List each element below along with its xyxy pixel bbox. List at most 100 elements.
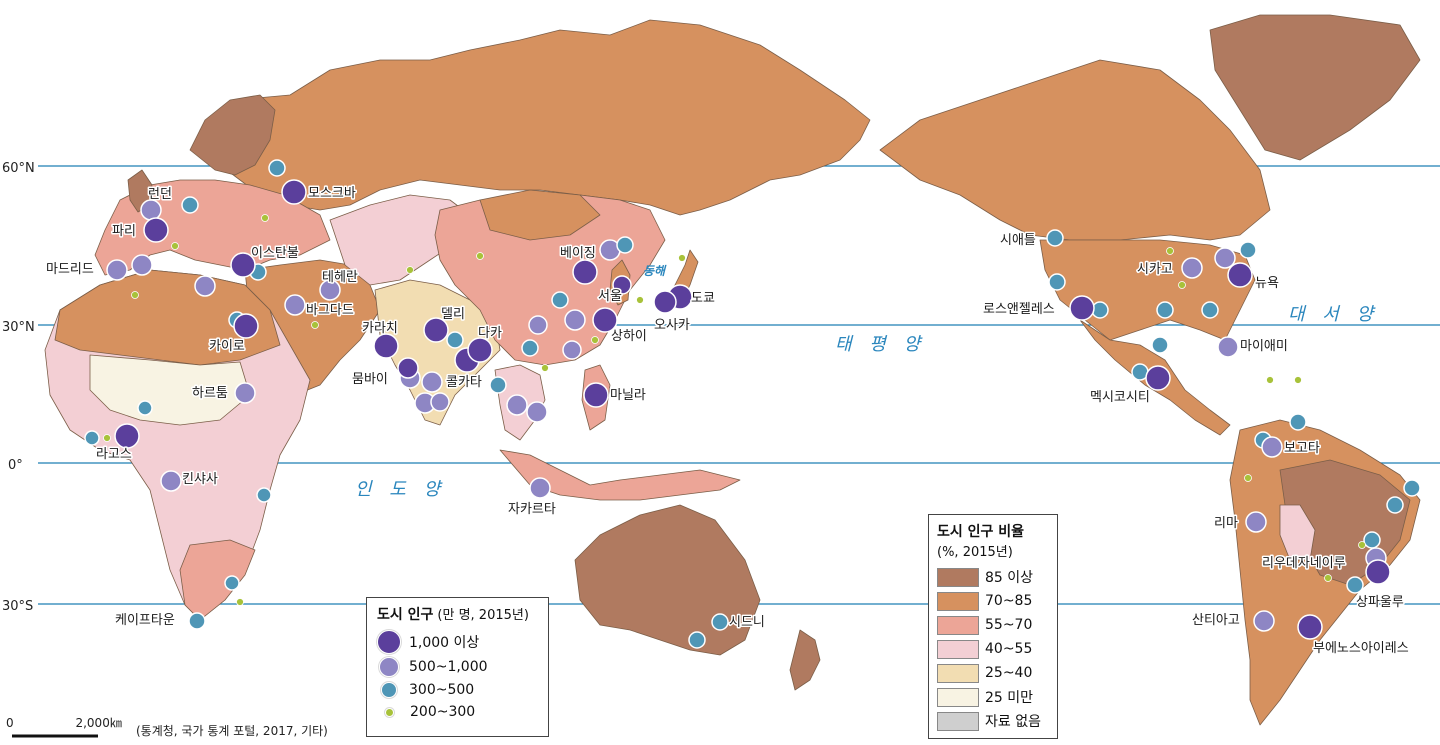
city-label-sydney: 시드니 <box>729 615 765 630</box>
city-label-kolkata: 콜카타 <box>446 375 482 390</box>
swatch-25-40 <box>937 663 979 683</box>
region-north-africa <box>54 269 281 366</box>
lat-label-equator: 0° <box>8 458 23 473</box>
ocean-label-indian: 인 도 양 <box>355 479 446 500</box>
region-scandinavia <box>189 94 276 176</box>
legend-dot-1000 <box>377 630 401 654</box>
city-label-seattle: 시애틀 <box>1000 233 1036 248</box>
city-label-moscow: 모스크바 <box>308 186 356 201</box>
city-label-buenos-aires: 부에노스아이레스 <box>1313 641 1409 656</box>
urban-legend-row-70: 70~85 <box>937 589 1049 613</box>
city-dot-madrid <box>106 259 128 281</box>
city-label-beijing: 베이징 <box>560 246 596 261</box>
city-dot-chicago <box>1181 257 1203 279</box>
city-dots-medium <box>84 159 1421 649</box>
swatch-55-70 <box>937 615 979 635</box>
city-dot-lima <box>1245 511 1267 533</box>
population-legend-title: 도시 인구 <box>377 607 434 623</box>
region-greenland <box>1209 14 1421 161</box>
population-legend-row-300: 300~500 <box>377 679 538 701</box>
population-legend-row-1000: 1,000 이상 <box>377 629 538 655</box>
city-dot-lagos <box>114 423 140 449</box>
city-label-karachi: 카라치 <box>362 321 398 336</box>
city-dot-khartoum <box>234 382 256 404</box>
city-dot-beijing <box>572 259 598 285</box>
city-label-bogota: 보고타 <box>1284 441 1320 456</box>
urban-label-no-data: 자료 없음 <box>985 714 1041 730</box>
urban-label-25: 25~40 <box>985 665 1033 681</box>
population-legend-row-200: 200~300 <box>377 701 538 723</box>
population-legend-unit: (만 명, 2015년) <box>437 608 529 623</box>
city-dots-small <box>103 214 1366 606</box>
region-southern-africa <box>179 539 256 621</box>
region-russia <box>199 19 871 216</box>
city-label-manila: 마닐라 <box>610 388 646 403</box>
city-label-los-angeles: 로스앤젤레스 <box>983 302 1055 317</box>
city-label-tokyo: 도쿄 <box>691 291 715 306</box>
city-label-tehran: 테헤란 <box>322 270 358 285</box>
swatch-no-data <box>937 711 979 731</box>
sea-label-east-sea: 동해 <box>643 264 667 278</box>
major-cities: 모스크바 런던 파리 마드리드 이스탄불 테헤란 바그다드 카이로 하르툼 라고… <box>45 179 1410 658</box>
city-dot-tehran <box>319 279 341 301</box>
city-label-lima: 리마 <box>1214 516 1238 531</box>
city-label-seoul: 서울 <box>598 289 622 304</box>
city-label-cairo: 카이로 <box>209 339 245 354</box>
city-dot-sao-paulo <box>1365 559 1391 585</box>
city-label-rio: 리우데자네이루 <box>1262 556 1346 571</box>
swatch-40-55 <box>937 639 979 659</box>
urban-label-under-25: 25 미만 <box>985 690 1034 706</box>
city-dot-dhaka <box>467 337 493 363</box>
city-label-lagos: 라고스 <box>96 447 132 462</box>
city-dot-mexico-city <box>1145 365 1171 391</box>
city-dot-santiago <box>1253 610 1275 632</box>
city-dot-cairo <box>233 313 259 339</box>
lat-label-60n: 60°N <box>2 161 35 176</box>
population-legend-row-500: 500~1,000 <box>377 655 538 679</box>
city-dot-mumbai <box>397 357 419 379</box>
legend-dot-200 <box>385 707 394 717</box>
urban-label-70: 70~85 <box>985 593 1033 609</box>
legend-label-500: 500~1,000 <box>409 659 488 675</box>
source-note: (통계청, 국가 통계 포털, 2017, 기타) <box>136 724 328 738</box>
city-dot-buenos-aires <box>1297 614 1323 640</box>
city-dot-new-york <box>1227 262 1253 288</box>
city-label-sao-paulo: 상파울루 <box>1356 595 1404 610</box>
scale-labels: 0 2,000㎞ <box>6 714 122 731</box>
ocean-label-atlantic: 대 서 양 <box>1288 304 1379 325</box>
city-label-dhaka: 다카 <box>478 326 502 341</box>
city-dot-delhi <box>423 317 449 343</box>
city-dot-paris <box>143 217 169 243</box>
legend-dot-300 <box>381 682 397 698</box>
region-indonesia <box>499 449 741 501</box>
urban-label-85: 85 이상 <box>985 570 1034 586</box>
city-label-cape-town: 케이프타운 <box>115 613 175 628</box>
city-label-baghdad: 바그다드 <box>306 303 354 318</box>
urban-ratio-legend: 도시 인구 비율 (%, 2015년) 85 이상 70~85 55~70 40… <box>928 514 1058 739</box>
city-label-london: 런던 <box>148 187 172 202</box>
city-dot-cape-town <box>188 612 206 630</box>
urban-legend-unit: (%, 2015년) <box>937 545 1013 560</box>
swatch-70-85 <box>937 591 979 611</box>
city-label-chicago: 시카고 <box>1137 262 1173 277</box>
population-legend: 도시 인구 (만 명, 2015년) 1,000 이상 500~1,000 30… <box>366 597 549 737</box>
city-dot-istanbul <box>230 252 256 278</box>
urban-legend-row-40: 40~55 <box>937 637 1049 661</box>
city-dot-osaka <box>653 290 677 314</box>
city-label-jakarta: 자카르타 <box>508 502 556 517</box>
city-label-new-york: 뉴욕 <box>1255 276 1279 291</box>
region-new-zealand <box>789 629 821 691</box>
legend-dot-500 <box>379 657 399 677</box>
urban-label-40: 40~55 <box>985 641 1033 657</box>
legend-label-1000: 1,000 이상 <box>409 635 480 651</box>
city-label-mexico-city: 멕시코시티 <box>1090 390 1150 405</box>
lat-label-30n: 30°N <box>2 320 35 335</box>
urban-legend-row-no-data: 자료 없음 <box>937 709 1049 733</box>
region-australia <box>574 504 761 656</box>
city-label-madrid: 마드리드 <box>46 262 94 277</box>
urban-legend-row-25: 25~40 <box>937 661 1049 685</box>
city-label-istanbul: 이스탄불 <box>251 246 299 261</box>
legend-label-200: 200~300 <box>410 704 476 720</box>
city-label-osaka: 오사카 <box>654 318 690 333</box>
